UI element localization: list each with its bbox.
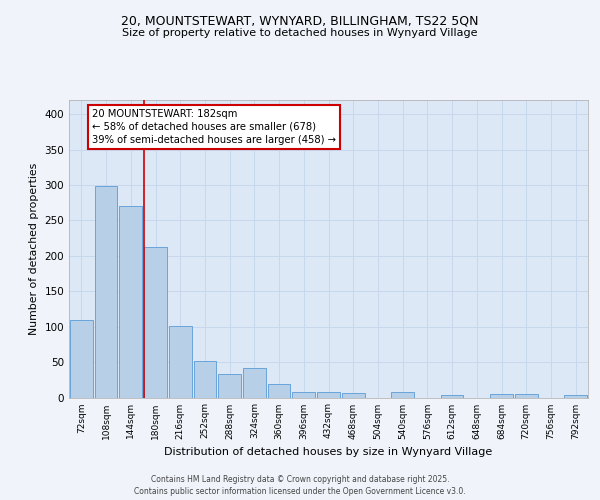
Bar xyxy=(564,394,587,398)
Bar xyxy=(194,362,216,398)
Text: Size of property relative to detached houses in Wynyard Village: Size of property relative to detached ho… xyxy=(122,28,478,38)
Text: 20 MOUNTSTEWART: 182sqm
← 58% of detached houses are smaller (678)
39% of semi-d: 20 MOUNTSTEWART: 182sqm ← 58% of detache… xyxy=(92,108,337,145)
Bar xyxy=(169,326,191,398)
Bar xyxy=(119,206,142,398)
Bar xyxy=(268,384,290,398)
Bar xyxy=(441,394,463,398)
X-axis label: Distribution of detached houses by size in Wynyard Village: Distribution of detached houses by size … xyxy=(164,447,493,457)
Bar xyxy=(144,246,167,398)
Bar xyxy=(317,392,340,398)
Bar xyxy=(292,392,315,398)
Y-axis label: Number of detached properties: Number of detached properties xyxy=(29,162,39,335)
Bar xyxy=(95,186,118,398)
Bar xyxy=(515,394,538,398)
Bar xyxy=(490,394,513,398)
Text: Contains HM Land Registry data © Crown copyright and database right 2025.
Contai: Contains HM Land Registry data © Crown c… xyxy=(134,474,466,496)
Bar xyxy=(391,392,414,398)
Bar xyxy=(342,392,365,398)
Bar xyxy=(218,374,241,398)
Bar xyxy=(243,368,266,398)
Text: 20, MOUNTSTEWART, WYNYARD, BILLINGHAM, TS22 5QN: 20, MOUNTSTEWART, WYNYARD, BILLINGHAM, T… xyxy=(121,15,479,28)
Bar xyxy=(70,320,93,398)
